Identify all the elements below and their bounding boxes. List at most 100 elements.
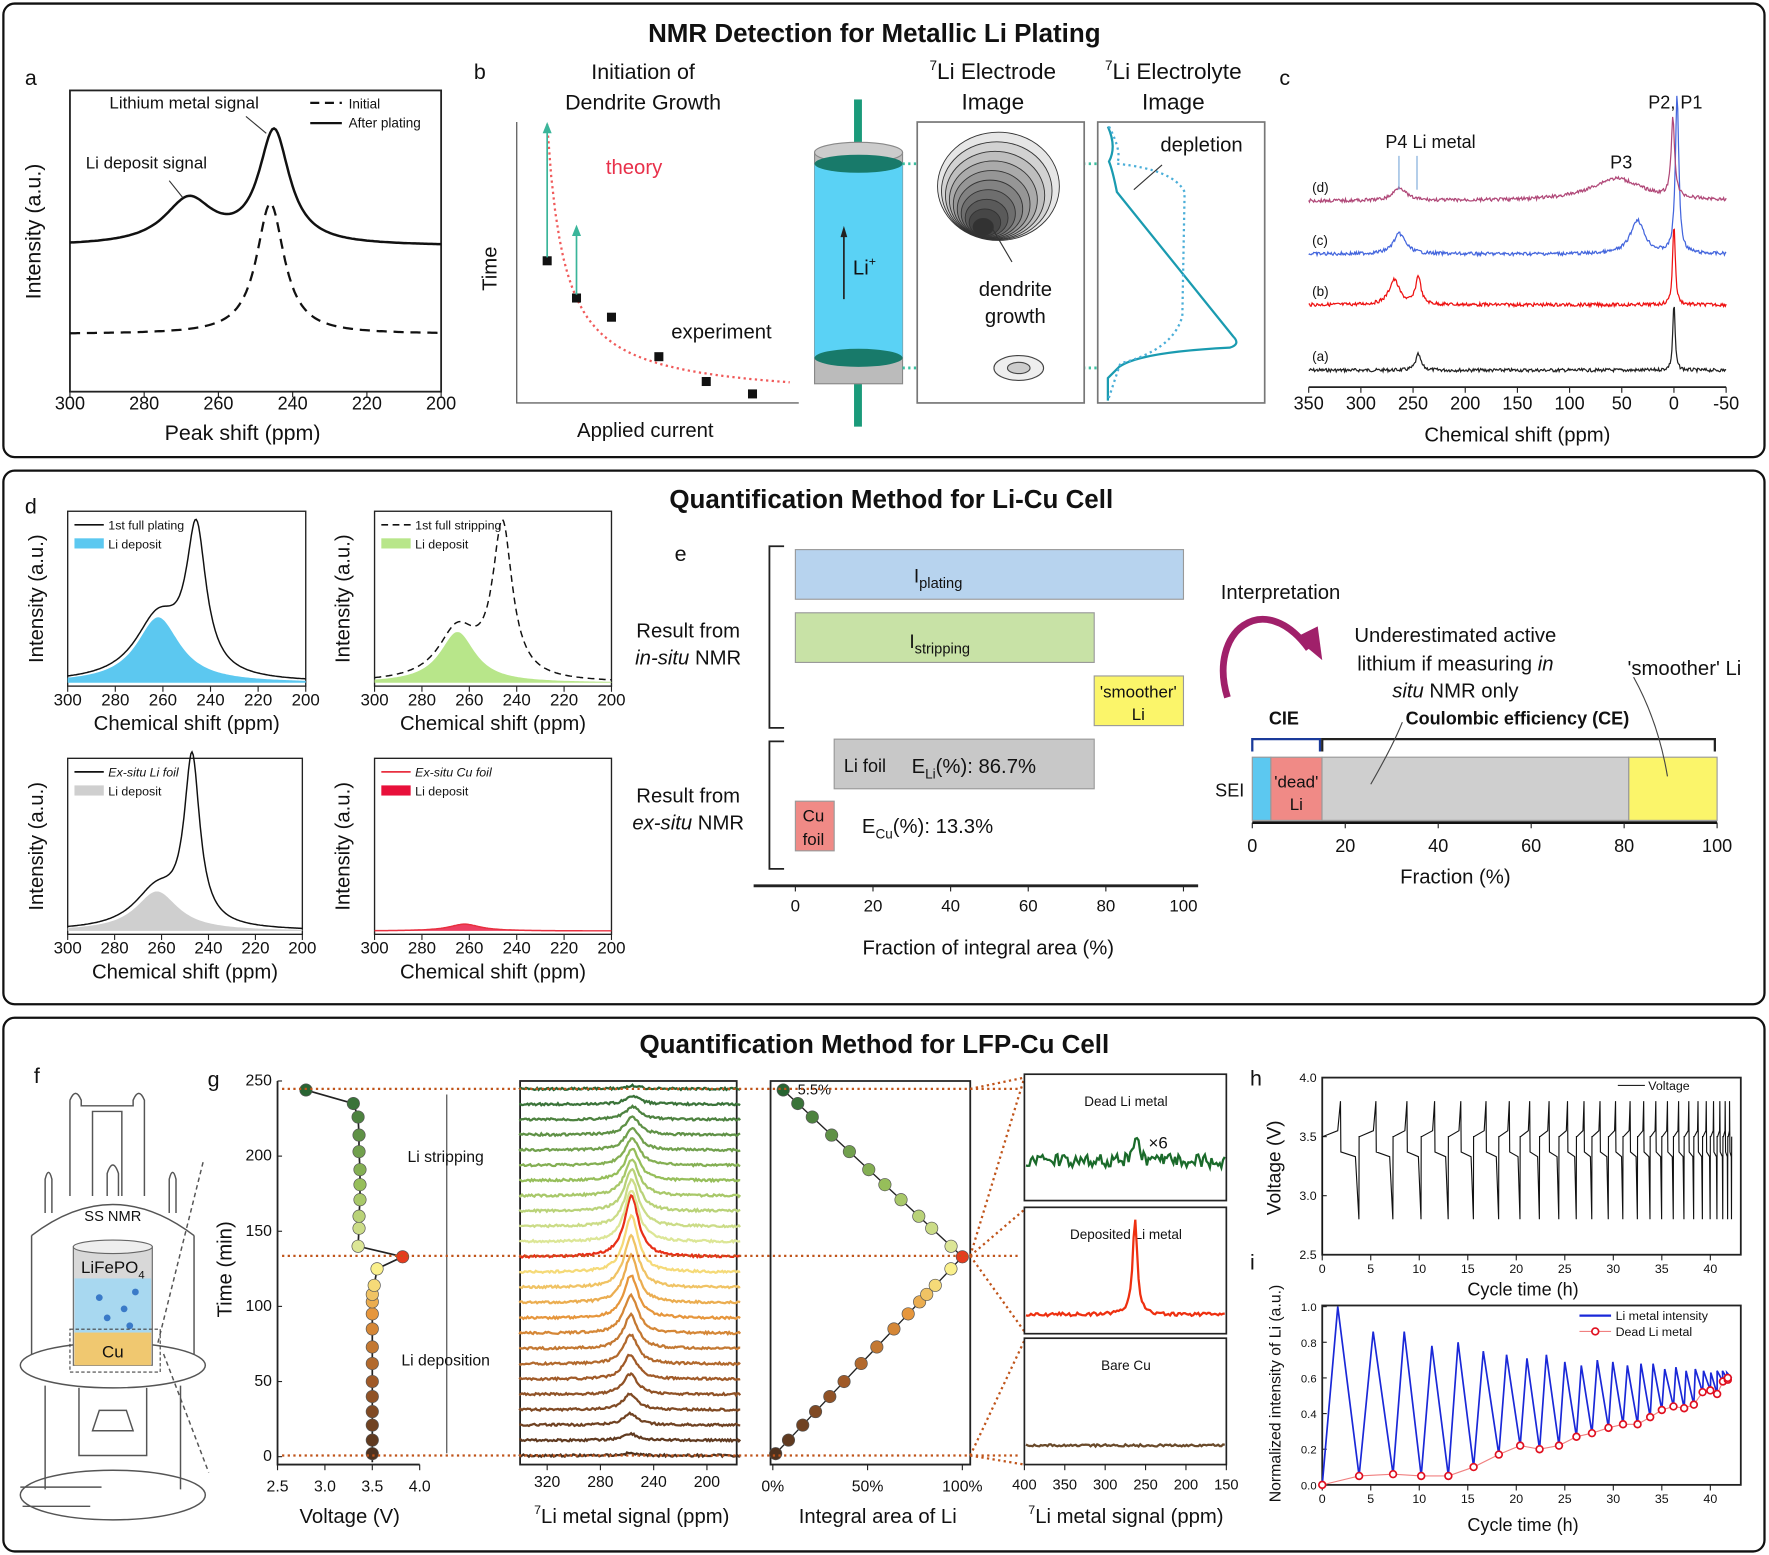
x-tick-label: 100	[1555, 394, 1585, 414]
voltage-point	[352, 1128, 366, 1142]
x-tick-label: 280	[101, 938, 129, 957]
dead-li-point	[1554, 1441, 1564, 1450]
integral-point	[842, 1145, 856, 1159]
voltage-curve	[1321, 1101, 1733, 1255]
annotation-metal: Lithium metal signal	[109, 93, 258, 112]
integral-point	[944, 1239, 958, 1253]
panel-b: b Initiation of Dendrite Growth theory e…	[474, 58, 1266, 442]
integral-point	[837, 1374, 851, 1389]
zoom-guide-line	[969, 1077, 1026, 1257]
electrolyte-fill	[814, 163, 903, 358]
experiment-label: experiment	[671, 322, 772, 344]
x-axis-label: Fraction of integral area (%)	[863, 938, 1115, 960]
experiment-point	[542, 256, 552, 266]
x-tick-label: 200	[426, 394, 456, 414]
legend-line-label: Ex-situ Cu foil	[415, 765, 493, 779]
inset-title: Deposited Li metal	[1070, 1227, 1182, 1242]
section-title-lfp-cu: Quantification Method for LFP-Cu Cell	[639, 1031, 1109, 1059]
bar-label-smoother: 'smoother'	[1100, 682, 1177, 701]
smoother-li-label: 'smoother' Li	[1627, 658, 1741, 680]
x-tick-label: 220	[550, 690, 578, 709]
x-tick-label: 80	[1614, 836, 1634, 856]
integral-line	[775, 1089, 964, 1455]
voltage-ticks: 0 50 100 150 200 250 2.5 3.0 3.5 4.0	[246, 1072, 431, 1495]
spectrum-trace	[518, 1353, 741, 1382]
axes	[516, 122, 799, 404]
x-tick-label: 40	[941, 897, 960, 916]
panel-i: i 0.0 0.2 0.4 0.6 0.8 1.0 0 5 10 15 20 25 30 35 40 Li …	[1250, 1250, 1742, 1535]
bar-label-smoother-li: Li	[1132, 705, 1145, 724]
segment-dead-li	[1270, 756, 1323, 821]
fraction-axis-label: Fraction (%)	[1400, 867, 1511, 889]
spectrum-plot-3: 300 280 260 240 220 200 Chemical shift (ppm) In…	[26, 750, 316, 983]
integral-point	[901, 1307, 915, 1321]
annotation-p4-li-metal: P4 Li metal	[1385, 132, 1475, 152]
y-tick-label: 200	[246, 1148, 273, 1165]
legend-voltage: Voltage	[1648, 1079, 1689, 1093]
legend-fill-swatch	[381, 785, 411, 796]
spectrum-trace	[518, 1252, 741, 1305]
spectrum-trace	[518, 1311, 741, 1351]
voltage-point	[365, 1322, 379, 1336]
y-axis-label: Time (min)	[214, 1221, 236, 1317]
x-tick-label: 40	[1428, 836, 1448, 856]
legend-fill-label: Li deposit	[415, 785, 469, 799]
integral-point	[920, 1287, 934, 1301]
voltage-point	[352, 1145, 366, 1159]
integral-point	[809, 1405, 823, 1419]
theory-curve	[546, 124, 790, 384]
depleted-concentration-profile	[1106, 126, 1238, 401]
voltage-point	[365, 1405, 379, 1419]
inset-title: Dead Li metal	[1084, 1094, 1167, 1109]
x-axis-label: Cycle time (h)	[1467, 1515, 1578, 1535]
sei-label: SEI	[1215, 781, 1244, 801]
x-tick-label: 280	[101, 690, 129, 709]
x-tick-label: 100	[1702, 836, 1732, 856]
multiplier-label: ×6	[1148, 1134, 1167, 1153]
voltage-axis-label: Voltage (V)	[300, 1506, 400, 1528]
zoom-guide-line	[970, 1076, 1025, 1090]
x-tick-label: 3.0	[314, 1479, 336, 1496]
voltage-point	[365, 1447, 379, 1461]
x-tick-label: 320	[534, 1474, 561, 1491]
inset-axis-label: 7Li metal signal (ppm)	[1028, 1503, 1223, 1528]
x-tick-label: 260	[147, 938, 175, 957]
y-axis-label: Intensity (a.u.)	[333, 782, 355, 911]
voltage-point	[346, 1096, 360, 1111]
dead-li-label: 'dead'	[1274, 773, 1318, 792]
inset-frame	[1023, 1073, 1228, 1202]
electrode-image-title: 7Li Electrode	[930, 58, 1057, 84]
segment-ce	[1321, 756, 1630, 821]
legend-li-metal: Li metal intensity	[1616, 1309, 1709, 1323]
x-tick-label: 0%	[761, 1479, 784, 1496]
y-axis-label: Normalized intensity of Li (a.u.)	[1267, 1285, 1284, 1503]
li-ion-label: Li+	[853, 254, 876, 279]
y-axis-label: Intensity (a.u.)	[333, 534, 355, 663]
panel-label: b	[474, 60, 486, 84]
x-tick-label: 60	[1019, 897, 1038, 916]
x-tick-label: -50	[1713, 394, 1739, 414]
spectrum-plot-1: 300 280 260 240 220 200 Chemical shift (ppm) In…	[26, 510, 320, 735]
spectrum-trace	[1308, 228, 1727, 309]
x-tick-label: 300	[55, 394, 85, 414]
depletion-label: depletion	[1160, 134, 1242, 156]
zoom-guide-line	[969, 1208, 1026, 1257]
dead-li-point	[1706, 1386, 1715, 1395]
x-tick-label: 200	[694, 1474, 721, 1491]
contour-level	[1006, 361, 1031, 375]
arrowhead	[1295, 626, 1323, 661]
electrolyte-region	[74, 1278, 152, 1333]
integral-point	[776, 1083, 790, 1097]
interpretation-arrow	[1219, 615, 1312, 699]
x-tick-label: 20	[864, 897, 883, 916]
arrow-metal	[245, 115, 267, 134]
voltage-point	[365, 1374, 379, 1389]
electrolyte-image-title2: Image	[1142, 90, 1205, 115]
spectrum-line	[67, 750, 303, 930]
integral-point	[955, 1250, 969, 1264]
li-deposition-label: Li deposition	[401, 1352, 490, 1369]
y-axis-label: Intensity (a.u.)	[22, 164, 46, 300]
plot-frame	[67, 757, 304, 935]
integral-point	[791, 1096, 805, 1111]
y-tick-label: 0.8	[1301, 1338, 1317, 1350]
